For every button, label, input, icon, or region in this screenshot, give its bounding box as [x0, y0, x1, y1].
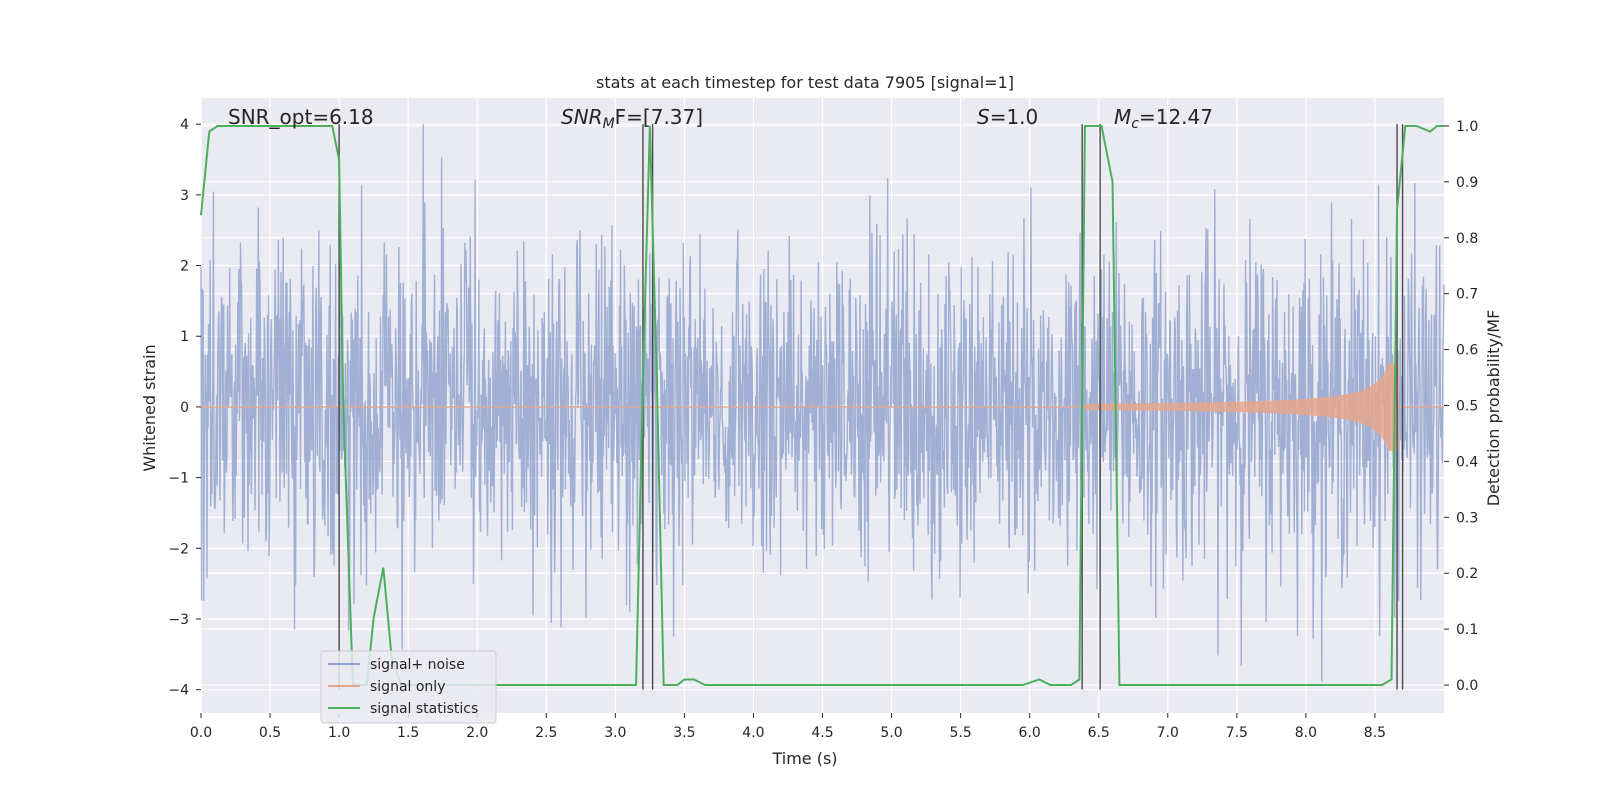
x-tick-label-2: 1.0	[328, 725, 350, 741]
x-tick-label-14: 7.0	[1157, 725, 1179, 741]
yr-tick-label-9: 0.9	[1456, 175, 1478, 191]
x-tick-label-8: 4.0	[742, 725, 764, 741]
annotation-snr-mf: SNRMF=[7.37]	[561, 105, 703, 132]
axes: 0.0 0.5 1.0 1.5 2.0 2.5 3.0 3.5 4.0 4.5 5.0 5.5 6.0 6…	[168, 117, 1478, 741]
yl-tick-label-7: 3	[180, 188, 189, 204]
x-tick-label-0: 0.0	[190, 725, 212, 741]
yr-tick-label-5: 0.5	[1456, 399, 1478, 415]
legend-label-signal: signal only	[370, 679, 445, 695]
x-tick-label-11: 5.5	[949, 725, 971, 741]
legend-box	[320, 650, 497, 724]
annotation-snr-opt: SNR_opt=6.18	[228, 105, 374, 129]
legend-label-noise: signal+ noise	[370, 657, 465, 673]
annotation-s-base: S	[977, 105, 990, 129]
yl-tick-label-4: 0	[180, 400, 189, 416]
yr-tick-label-6: 0.6	[1456, 343, 1478, 359]
yl-tick-label-1: −3	[168, 612, 189, 628]
annotation-mc-rest: =12.47	[1139, 105, 1213, 129]
x-axis-label: Time (s)	[771, 749, 837, 768]
signal-only-chirp	[1084, 363, 1399, 451]
x-tick-label-6: 3.0	[604, 725, 626, 741]
legend-label-stats: signal statistics	[370, 701, 478, 717]
x-tick-label-10: 5.0	[880, 725, 902, 741]
annotation-snr-mf-sub: M	[603, 116, 615, 132]
annotation-snr-mf-rest: F=[7.37]	[615, 105, 703, 129]
yr-tick-label-4: 0.4	[1456, 454, 1478, 470]
legend: signal+ noise signal only signal statist…	[320, 650, 497, 724]
x-tick-label-15: 7.5	[1226, 725, 1248, 741]
yr-tick-label-8: 0.8	[1456, 231, 1478, 247]
x-tick-label-3: 1.5	[397, 725, 419, 741]
yr-tick-label-3: 0.3	[1456, 510, 1478, 526]
x-tick-label-7: 3.5	[673, 725, 695, 741]
yr-tick-label-10: 1.0	[1456, 119, 1478, 135]
yr-tick-label-0: 0.0	[1456, 678, 1478, 694]
x-tick-label-17: 8.5	[1364, 725, 1386, 741]
x-tick-label-12: 6.0	[1019, 725, 1041, 741]
yr-tick-label-2: 0.2	[1456, 566, 1478, 582]
x-tick-label-9: 4.5	[811, 725, 833, 741]
yr-tick-label-7: 0.7	[1456, 287, 1478, 303]
yl-tick-label-2: −2	[168, 541, 189, 557]
y-axis-label-right: Detection probability/MF	[1484, 310, 1503, 507]
yl-tick-label-6: 2	[180, 259, 189, 275]
yl-tick-label-5: 1	[180, 329, 189, 345]
annotation-s: S=1.0	[977, 105, 1038, 129]
annotation-s-rest: =1.0	[990, 105, 1039, 129]
annotation-mc: Mc=12.47	[1114, 105, 1213, 132]
annotation-mc-base: M	[1114, 105, 1131, 129]
annotation-mc-sub: c	[1131, 116, 1139, 132]
yl-tick-label-8: 4	[180, 117, 189, 133]
x-tick-label-1: 0.5	[259, 725, 281, 741]
yl-tick-label-3: −1	[168, 471, 189, 487]
chart-title: stats at each timestep for test data 790…	[596, 73, 1014, 92]
annotation-snr-mf-base: SNR	[561, 105, 603, 129]
yr-tick-label-1: 0.1	[1456, 622, 1478, 638]
signal-noise-line	[200, 124, 1445, 682]
x-tick-label-5: 2.5	[535, 725, 557, 741]
x-tick-label-16: 8.0	[1295, 725, 1317, 741]
y-axis-label-left: Whitened strain	[140, 344, 159, 471]
x-tick-label-4: 2.0	[466, 725, 488, 741]
yl-tick-label-0: −4	[168, 683, 189, 699]
signal-noise-series	[200, 124, 1445, 682]
x-tick-label-13: 6.5	[1088, 725, 1110, 741]
